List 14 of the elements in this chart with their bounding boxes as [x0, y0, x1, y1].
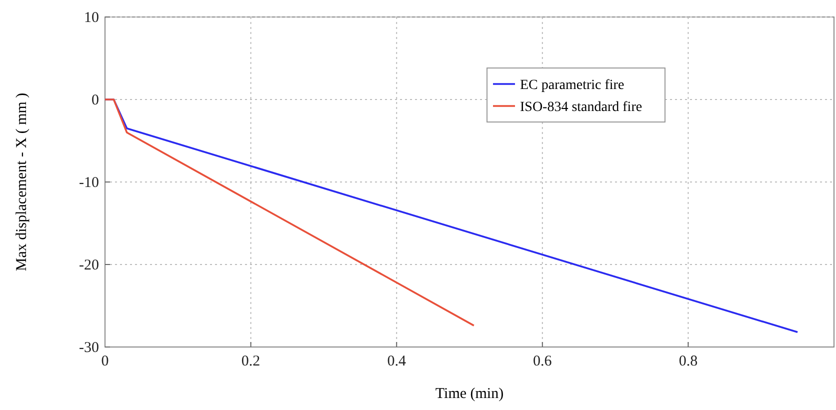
legend-label: ISO-834 standard fire — [520, 100, 642, 115]
legend-label: EC parametric fire — [520, 78, 624, 93]
x-tick-label: 0 — [101, 354, 109, 370]
y-tick-label: -30 — [79, 340, 99, 356]
y-tick-label: 0 — [92, 92, 99, 108]
x-axis-title: Time (min) — [435, 386, 504, 402]
x-tick-label: 0.4 — [387, 354, 406, 370]
x-tick-label: 0.8 — [678, 354, 698, 370]
y-tick-label: 10 — [84, 10, 99, 26]
y-tick-label: -10 — [79, 174, 99, 191]
y-tick-label: -20 — [79, 257, 99, 274]
x-tick-label: 0.6 — [533, 354, 552, 370]
y-axis-title: Max displacement - X ( mm ) — [14, 92, 30, 272]
x-tick-label: 0.2 — [241, 354, 260, 370]
